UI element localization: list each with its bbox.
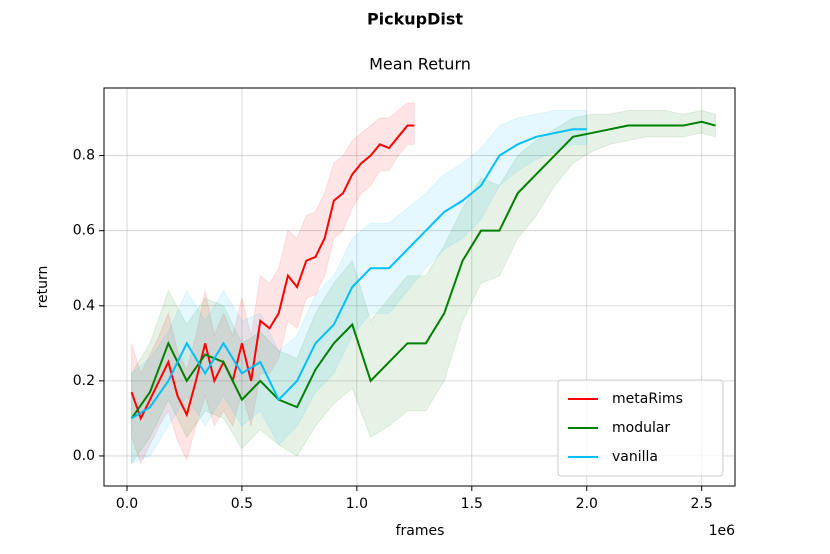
legend-box bbox=[557, 379, 724, 477]
x-tick-label: 2.0 bbox=[576, 496, 598, 512]
series-line bbox=[131, 128, 587, 420]
y-tick-label: 0.2 bbox=[73, 373, 95, 389]
x-axis-label: frames bbox=[396, 523, 445, 539]
x-tick-label: 0.0 bbox=[116, 496, 138, 512]
chart-subtitle: Mean Return bbox=[369, 55, 471, 74]
legend-label: metaRims bbox=[612, 391, 683, 407]
plot-area: 0.0 0.2 0.4 0.6 0.8 0.0 0.5 1.0 1.5 2.0 2.5 metaRim… bbox=[73, 87, 736, 512]
legend-label: modular bbox=[612, 420, 670, 436]
y-tick-label: 0.4 bbox=[73, 298, 95, 314]
x-offset-label: 1e6 bbox=[709, 523, 736, 539]
legend: metaRims modular vanilla bbox=[557, 379, 724, 477]
y-tick-label: 0.8 bbox=[73, 148, 95, 164]
y-tick-label: 0.6 bbox=[73, 223, 95, 239]
error-band bbox=[131, 110, 716, 466]
legend-label: vanilla bbox=[612, 449, 658, 465]
x-tick-label: 1.5 bbox=[461, 496, 483, 512]
y-tick-label: 0.0 bbox=[73, 448, 95, 464]
x-tick-label: 1.0 bbox=[346, 496, 368, 512]
plot-frame bbox=[103, 87, 736, 487]
x-tick-label: 0.5 bbox=[231, 496, 253, 512]
error-band bbox=[131, 110, 588, 465]
chart-title: PickupDist bbox=[367, 10, 463, 29]
series-line bbox=[130, 120, 716, 419]
x-tick-label: 2.5 bbox=[691, 496, 713, 512]
y-axis-label: return bbox=[35, 266, 51, 309]
series-line bbox=[130, 124, 415, 422]
